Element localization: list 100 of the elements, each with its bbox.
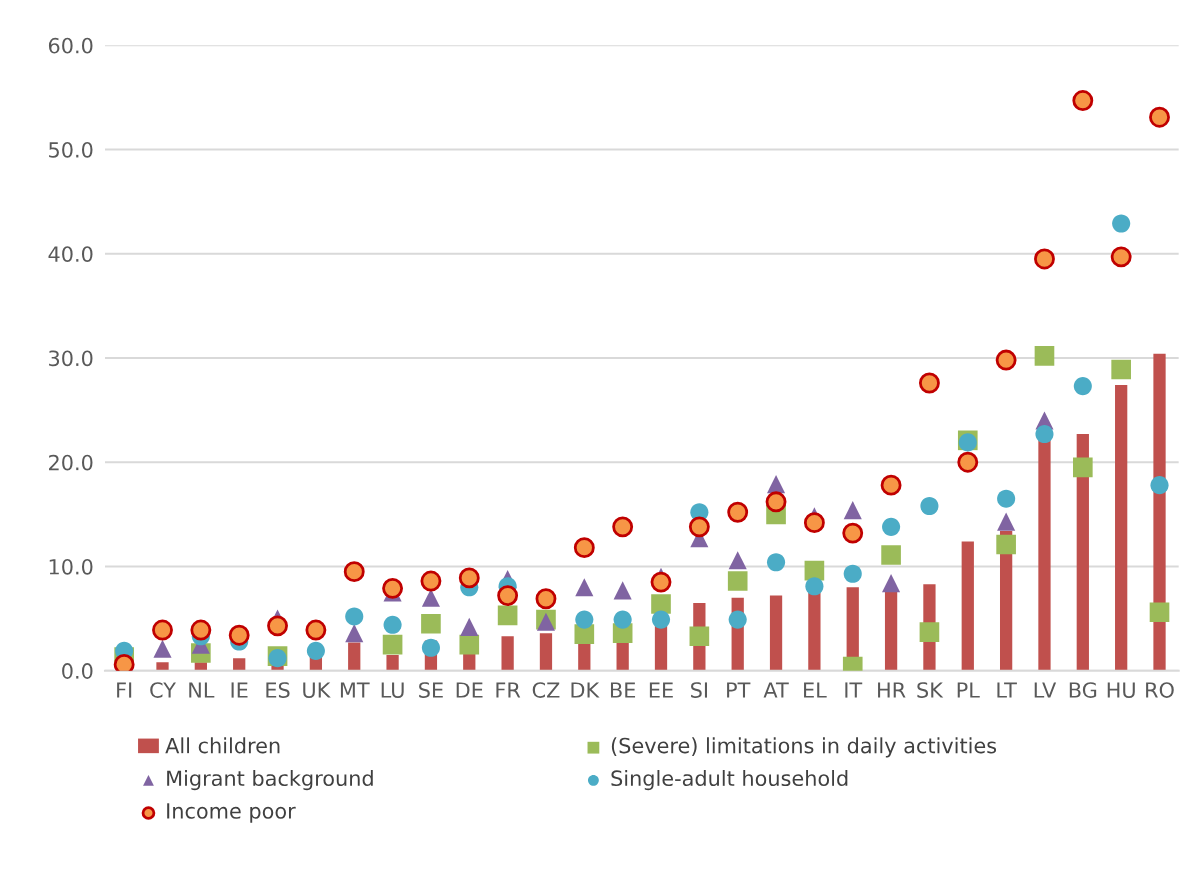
point — [688, 516, 710, 538]
point — [651, 594, 671, 614]
point — [882, 517, 901, 536]
point — [995, 349, 1017, 371]
point — [1034, 346, 1055, 366]
point — [727, 571, 748, 591]
point — [613, 610, 632, 629]
point — [997, 512, 1016, 531]
x-tick-label: FI — [117, 682, 132, 698]
point — [306, 641, 325, 660]
point — [1150, 476, 1169, 495]
point — [728, 551, 747, 570]
y-tick-label: 0.0 — [62, 663, 93, 679]
y-tick-label: 20.0 — [49, 454, 93, 471]
point — [1073, 377, 1092, 396]
point — [920, 496, 939, 516]
bar — [501, 636, 514, 671]
bar — [463, 653, 476, 671]
point — [383, 615, 402, 634]
point — [1035, 425, 1054, 444]
legend-label: All children — [165, 737, 280, 754]
y-tick-label: 10.0 — [49, 558, 93, 575]
x-tick-label: MT — [340, 682, 370, 698]
x-tick-label: FR — [496, 682, 521, 698]
x-tick-label: PT — [727, 682, 751, 698]
x-tick-label: LT — [997, 682, 1017, 698]
point — [842, 522, 864, 544]
x-tick-label: ES — [266, 682, 290, 698]
x-tick-label: EL — [804, 682, 827, 698]
point — [882, 574, 901, 593]
point — [345, 624, 364, 643]
point — [382, 634, 403, 655]
y-tick-label: 60.0 — [48, 37, 93, 54]
y-tick-label: 50.0 — [49, 141, 93, 158]
legend-label: Income poor — [167, 803, 296, 823]
point — [766, 475, 786, 494]
point — [651, 610, 671, 629]
x-tick-label: PL — [957, 682, 980, 698]
point — [1111, 359, 1131, 380]
y-tick-label: 30.0 — [49, 350, 93, 367]
x-tick-label: EE — [649, 682, 673, 698]
bar — [539, 633, 553, 671]
point — [612, 516, 634, 538]
x-tick-label: BE — [610, 682, 636, 698]
bar — [1076, 434, 1089, 671]
point — [458, 567, 480, 589]
point — [881, 545, 901, 565]
bar — [769, 595, 783, 671]
x-tick-label: LV — [1034, 682, 1057, 698]
bar — [808, 592, 821, 671]
point — [305, 619, 327, 641]
point — [766, 553, 786, 572]
point — [497, 585, 519, 607]
x-tick-label: SK — [917, 682, 944, 698]
x-tick-label: NL — [189, 682, 215, 698]
point — [918, 372, 940, 394]
point — [1034, 248, 1055, 270]
point — [497, 605, 518, 626]
point — [1110, 246, 1132, 268]
point — [727, 501, 749, 523]
point — [1073, 457, 1093, 478]
bar — [156, 662, 169, 671]
bar — [1115, 385, 1128, 671]
point — [345, 607, 364, 626]
point — [1112, 214, 1131, 233]
x-tick-label: DK — [571, 682, 600, 698]
point — [343, 561, 365, 583]
x-tick-label: BG — [1069, 682, 1097, 698]
point — [765, 491, 787, 513]
x-tick-label: HR — [878, 682, 906, 698]
point — [803, 512, 825, 534]
point — [728, 610, 747, 629]
x-tick-label: AT — [763, 682, 789, 698]
legend-label: Migrant background — [167, 769, 373, 791]
point — [650, 571, 672, 593]
point — [1149, 106, 1170, 128]
point — [460, 617, 479, 636]
point — [805, 577, 824, 596]
bar — [386, 655, 399, 671]
point — [919, 622, 940, 642]
x-tick-label: IE — [231, 682, 248, 698]
point — [613, 581, 632, 600]
x-tick-label: UK — [303, 682, 331, 698]
bar — [578, 642, 591, 671]
point — [421, 613, 441, 634]
point — [228, 624, 250, 646]
x-tick-label: RO — [1146, 682, 1174, 698]
x-tick-label: IT — [845, 682, 863, 698]
x-tick-label: CZ — [532, 682, 560, 698]
bar — [233, 658, 246, 671]
point — [382, 577, 404, 599]
point — [957, 451, 979, 473]
x-tick-label: SE — [419, 682, 443, 698]
point — [575, 610, 594, 629]
point — [997, 489, 1016, 508]
point — [1149, 602, 1170, 623]
bar — [961, 541, 974, 671]
point — [880, 474, 902, 496]
x-tick-label: SI — [691, 682, 707, 698]
bar — [616, 641, 629, 671]
